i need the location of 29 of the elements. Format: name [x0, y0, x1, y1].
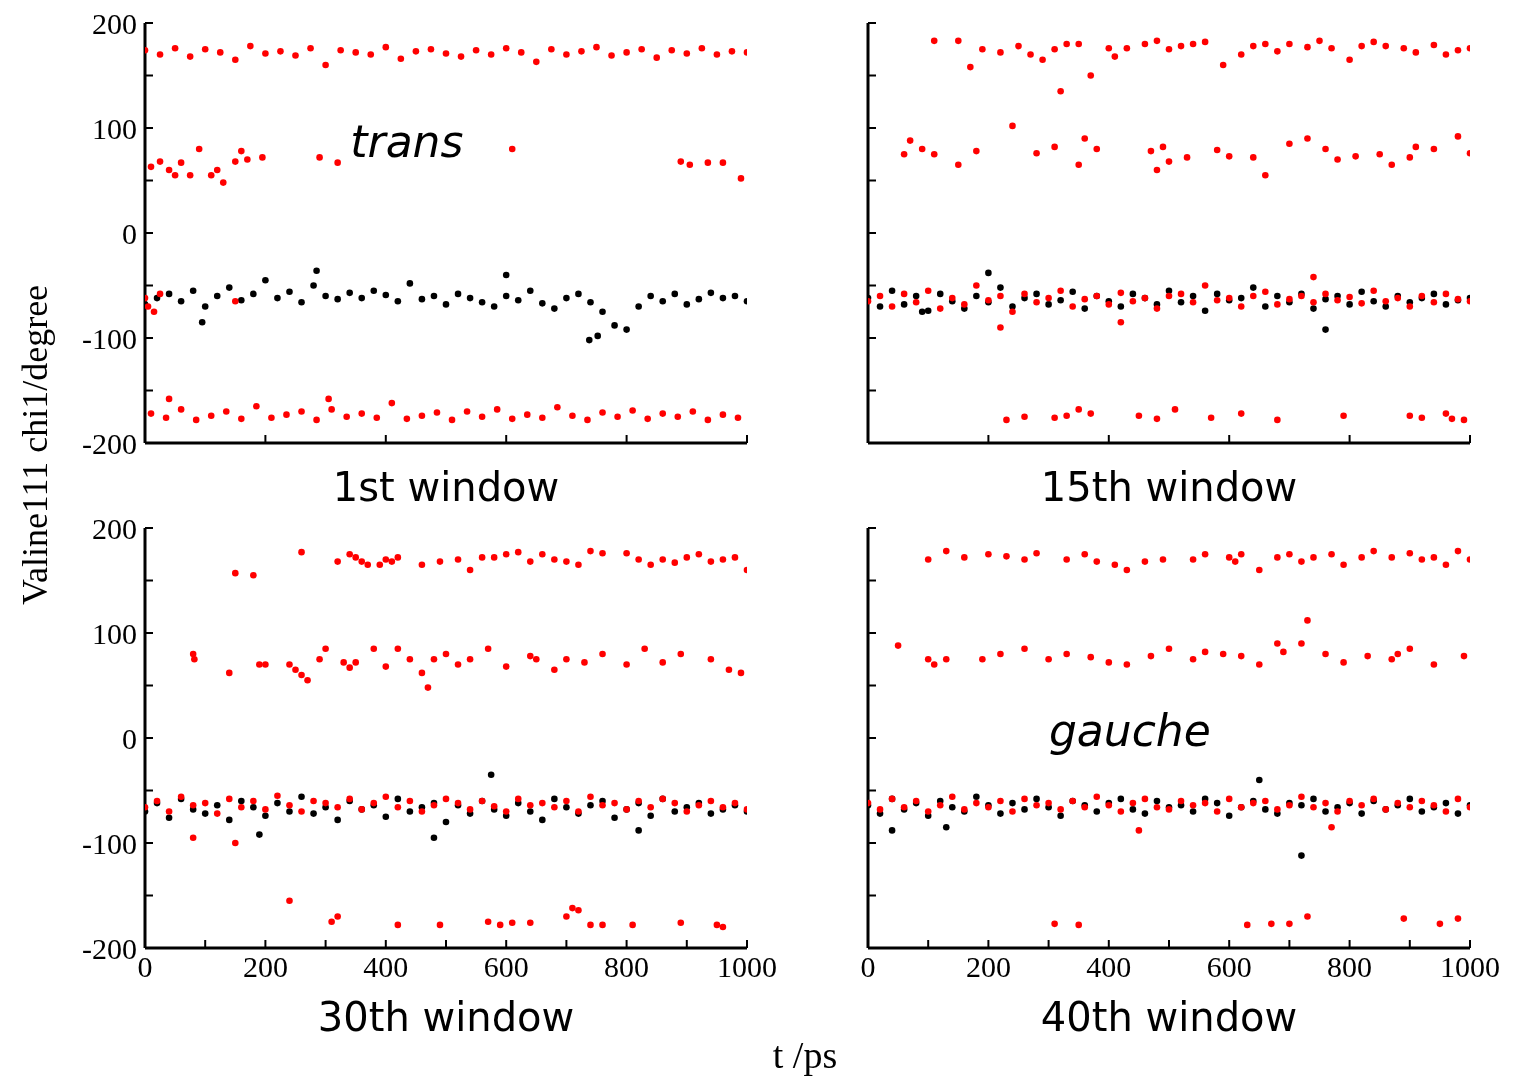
- x-tick-label: 800: [1327, 950, 1373, 984]
- x-tick-label: 1000: [1440, 950, 1500, 984]
- x-tick-label: 600: [483, 950, 529, 984]
- y-tick-label: -100: [82, 321, 137, 355]
- y-tick-label: -200: [82, 931, 137, 965]
- x-tick-label: 800: [604, 950, 650, 984]
- x-axis-title: t /ps: [772, 1033, 838, 1077]
- y-tick-label: 0: [122, 216, 137, 250]
- y-axis-title: Valine111 chi1/degree: [14, 284, 56, 606]
- y-tick-label: 200: [92, 511, 137, 545]
- text: 30th window: [316, 993, 576, 1041]
- x-tick-label: 200: [242, 950, 288, 984]
- annotation: gauche: [1048, 704, 1211, 756]
- y-tick-label: 200: [92, 6, 137, 40]
- y-tick-label: 100: [92, 111, 137, 145]
- x-tick-label: 600: [1206, 950, 1252, 984]
- x-tick-label: 200: [965, 950, 1011, 984]
- x-tick-label: 0: [860, 950, 876, 984]
- x-tick-label: 1000: [717, 950, 777, 984]
- y-tick-label: -200: [82, 426, 137, 460]
- text: 15th window: [1039, 463, 1299, 511]
- annotation: trans: [350, 115, 464, 167]
- x-tick-label: 400: [1086, 950, 1132, 984]
- y-tick-label: 0: [122, 721, 137, 755]
- y-tick-label: -100: [82, 826, 137, 860]
- text: 40th window: [1039, 993, 1299, 1041]
- y-tick-label: 100: [92, 616, 137, 650]
- text: 1st window: [331, 463, 561, 511]
- x-tick-label: 400: [363, 950, 409, 984]
